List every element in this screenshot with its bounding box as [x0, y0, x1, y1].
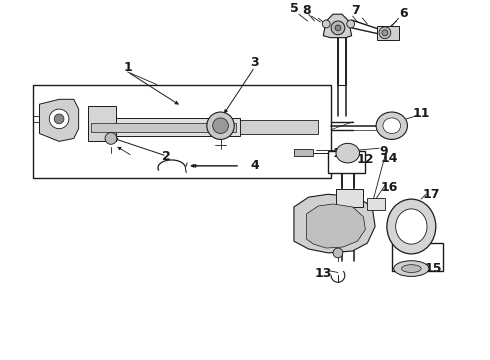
Ellipse shape: [213, 118, 228, 134]
Bar: [336, 189, 364, 207]
Ellipse shape: [376, 112, 407, 139]
Circle shape: [347, 20, 355, 28]
Text: 1: 1: [123, 60, 132, 73]
Bar: [392, 243, 442, 271]
Ellipse shape: [402, 265, 421, 273]
Polygon shape: [323, 14, 352, 38]
Circle shape: [333, 248, 343, 258]
Bar: [368, 198, 385, 210]
Polygon shape: [40, 99, 79, 141]
Bar: [88, 118, 240, 135]
Text: 13: 13: [315, 267, 332, 280]
Ellipse shape: [207, 112, 234, 139]
Text: 10: 10: [332, 147, 350, 159]
Circle shape: [105, 132, 117, 144]
Bar: [377, 26, 399, 40]
Text: 4: 4: [250, 159, 259, 172]
Text: 7: 7: [351, 4, 360, 17]
Text: 3: 3: [250, 56, 259, 69]
Text: 6: 6: [399, 7, 408, 20]
Circle shape: [335, 25, 341, 31]
Text: 17: 17: [422, 188, 440, 201]
Text: 5: 5: [290, 2, 298, 15]
Circle shape: [322, 20, 330, 28]
Circle shape: [379, 27, 391, 39]
Circle shape: [54, 114, 64, 124]
Text: 8: 8: [302, 4, 311, 17]
Bar: [240, 120, 318, 134]
Bar: [328, 151, 366, 173]
Text: 15: 15: [424, 262, 441, 275]
Polygon shape: [307, 204, 366, 248]
Text: 11: 11: [413, 108, 430, 121]
Bar: [33, 85, 331, 177]
Bar: [91, 123, 236, 132]
Text: 16: 16: [380, 181, 397, 194]
Ellipse shape: [387, 199, 436, 254]
Ellipse shape: [336, 143, 360, 163]
Circle shape: [382, 30, 388, 36]
Text: 12: 12: [357, 153, 374, 166]
Text: 9: 9: [380, 145, 388, 158]
Text: 14: 14: [380, 152, 397, 165]
Bar: [294, 149, 314, 156]
Ellipse shape: [396, 209, 427, 244]
Text: 2: 2: [162, 149, 171, 163]
Bar: [88, 106, 116, 141]
Ellipse shape: [383, 118, 401, 134]
Ellipse shape: [394, 261, 429, 276]
Polygon shape: [294, 194, 375, 253]
Circle shape: [331, 21, 345, 35]
Circle shape: [49, 109, 69, 129]
